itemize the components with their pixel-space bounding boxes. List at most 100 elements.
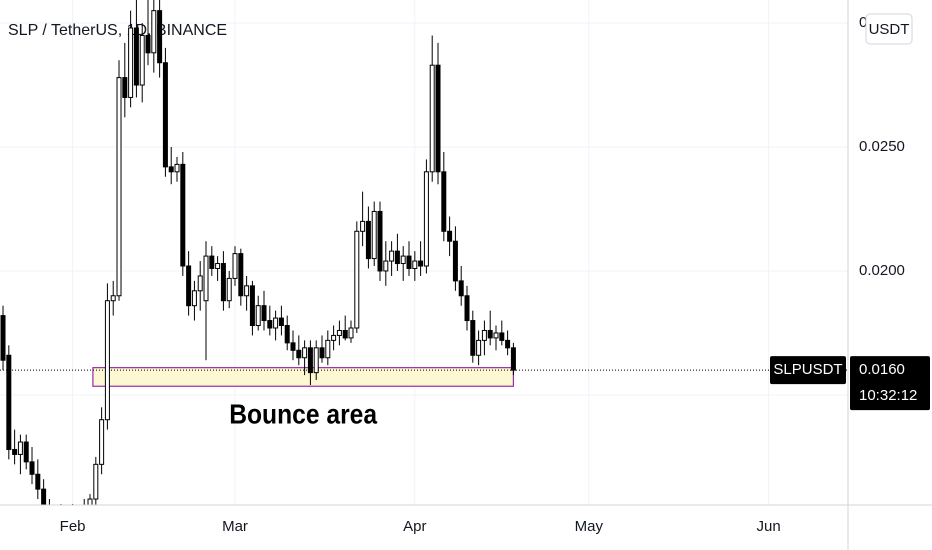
candle-body xyxy=(209,255,215,269)
candle-body xyxy=(452,240,458,282)
bounce-zone xyxy=(92,367,515,387)
candle-body xyxy=(423,171,429,267)
candle-body xyxy=(220,263,226,302)
candle-body xyxy=(331,334,337,341)
candle-body xyxy=(238,253,244,297)
candle-body xyxy=(360,220,366,232)
candle-body xyxy=(447,230,453,242)
candle-body xyxy=(35,473,41,490)
candle-body xyxy=(203,255,209,302)
candle-body xyxy=(435,64,441,173)
plot-area: SLP / TetherUS, 1D, BINANCE Bounce area xyxy=(0,0,848,519)
candle-body xyxy=(174,163,180,173)
y-tick-label: 0.0200 xyxy=(859,262,905,279)
candle-body xyxy=(476,339,482,356)
candle-body xyxy=(307,347,313,374)
candle-body xyxy=(406,255,412,269)
candle-body xyxy=(325,339,331,359)
candle-body xyxy=(17,441,23,455)
candle-body xyxy=(41,488,47,505)
candle-body xyxy=(128,27,134,98)
candle-body xyxy=(290,342,296,351)
candle-body xyxy=(365,220,371,260)
candle-body xyxy=(371,210,377,260)
candle-body xyxy=(267,320,273,329)
x-tick-label: May xyxy=(575,518,604,535)
candle-body xyxy=(87,498,93,505)
candle-body xyxy=(481,329,487,341)
candle-body xyxy=(273,317,279,329)
candle-body xyxy=(458,280,464,297)
candle-body xyxy=(464,295,470,322)
candle-body xyxy=(104,300,110,421)
currency-button[interactable] xyxy=(865,13,913,45)
candle-body xyxy=(47,509,51,519)
candle-body xyxy=(53,514,57,519)
chart-title: SLP / TetherUS, 1D, BINANCE xyxy=(8,22,227,39)
candle-body xyxy=(145,34,151,54)
last-price-box xyxy=(850,356,930,411)
y-tick-label: 0.0250 xyxy=(859,138,905,155)
candle-body xyxy=(133,27,139,86)
candle-body xyxy=(226,277,232,302)
candle-body xyxy=(6,354,12,450)
candle-body xyxy=(510,347,516,371)
last-price-label: 0.0160 xyxy=(859,361,905,378)
candle-body xyxy=(116,77,122,297)
candle-body xyxy=(342,329,348,339)
candle-body xyxy=(261,305,267,322)
candle-body xyxy=(296,349,302,359)
symbol-label-box xyxy=(770,356,846,385)
candle-body xyxy=(319,347,325,359)
countdown: 10:32:12 xyxy=(859,387,917,404)
candle-body xyxy=(284,325,290,344)
candle-body xyxy=(389,250,395,262)
candle-body xyxy=(470,320,476,356)
candle-body xyxy=(139,34,145,86)
currency-button-label[interactable]: USDT xyxy=(869,21,910,38)
candle-body xyxy=(99,419,105,465)
candle-body xyxy=(383,260,389,272)
candle-body xyxy=(394,250,400,265)
candle-body xyxy=(255,305,261,327)
candle-body xyxy=(377,210,383,272)
candle-body xyxy=(122,77,128,98)
symbol-label: SLPUSDT xyxy=(773,361,842,378)
candle-body xyxy=(249,285,255,327)
candle-body xyxy=(336,329,342,336)
candle-body xyxy=(505,339,511,349)
candle-body xyxy=(441,171,447,232)
candle-body xyxy=(110,295,116,302)
axes: 0.01500.02000.02500.0300FebMarAprMayJunS… xyxy=(60,14,930,535)
candle-body xyxy=(429,64,435,173)
candle-body xyxy=(29,461,35,475)
zone-label: Bounce area xyxy=(229,398,377,430)
candle-body xyxy=(348,327,354,339)
candle-body xyxy=(180,163,186,267)
x-tick-label: Jun xyxy=(757,518,781,535)
x-tick-label: Feb xyxy=(60,518,86,535)
candle-body xyxy=(493,332,499,339)
candle-body xyxy=(23,441,29,463)
candle-body xyxy=(157,10,163,64)
candle-body xyxy=(232,253,238,279)
candle-body xyxy=(412,260,418,269)
candle-body xyxy=(93,463,99,500)
candle-body xyxy=(244,285,250,297)
x-tick-label: Mar xyxy=(222,518,248,535)
candle-body xyxy=(191,290,197,307)
candle-body xyxy=(499,332,505,341)
x-tick-label: Apr xyxy=(403,518,426,535)
candle-body xyxy=(162,62,168,168)
candle-body xyxy=(215,263,221,269)
candle-body xyxy=(278,317,284,327)
candle-body xyxy=(400,255,406,265)
candle-body xyxy=(151,10,157,54)
candle-body xyxy=(186,265,192,307)
candle-body xyxy=(12,448,18,455)
candle-body xyxy=(487,329,493,339)
candle-body xyxy=(82,509,86,514)
candle-body xyxy=(0,315,6,361)
candle-body xyxy=(418,260,424,267)
